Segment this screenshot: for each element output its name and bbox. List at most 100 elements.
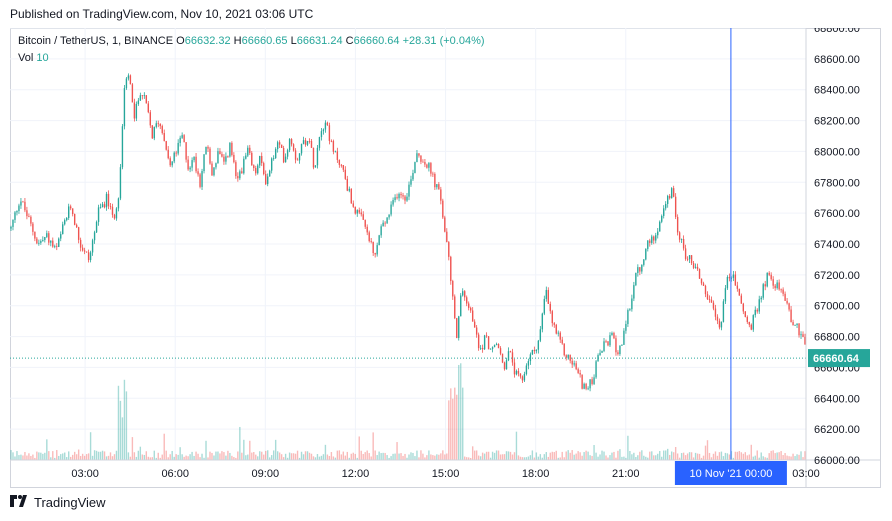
candle-body xyxy=(119,167,122,199)
candle-body xyxy=(159,124,161,127)
candle-body xyxy=(332,141,335,152)
candle-body xyxy=(569,354,571,361)
candle-body xyxy=(798,323,800,336)
time-tick-label: 03:00 xyxy=(71,468,99,480)
volume-bar xyxy=(467,457,470,460)
volume-bar xyxy=(48,451,50,460)
volume-bar xyxy=(750,444,752,460)
candle-body xyxy=(645,248,647,260)
volume-bar xyxy=(513,452,516,460)
candle-body xyxy=(68,206,70,218)
volume-bar xyxy=(52,451,54,460)
volume-bar xyxy=(286,457,289,460)
volume-bar xyxy=(326,454,329,460)
volume-bar xyxy=(143,454,146,460)
candle-body xyxy=(579,372,581,375)
candle-body xyxy=(424,161,426,165)
candle-body xyxy=(388,214,390,218)
volume-bar xyxy=(93,450,96,460)
volume-bar xyxy=(479,456,482,460)
volume-bar xyxy=(567,450,569,460)
volume-bar xyxy=(259,451,261,460)
candle-body xyxy=(537,340,540,350)
footer-brand[interactable]: TradingView xyxy=(10,495,106,510)
volume-bar xyxy=(298,457,301,460)
candle-body xyxy=(659,221,661,232)
volume-bar xyxy=(666,448,669,460)
volume-bar xyxy=(294,453,297,460)
price-tick-label: 67200.00 xyxy=(814,270,860,282)
candle-body xyxy=(245,155,247,159)
time-tick-label: 18:00 xyxy=(522,468,550,480)
volume-bar xyxy=(157,452,159,460)
candle-body xyxy=(633,285,635,299)
candle-body xyxy=(738,288,741,296)
volume-bar xyxy=(535,452,538,460)
candle-body xyxy=(151,125,153,139)
volume-bar xyxy=(605,455,607,460)
candle-body xyxy=(714,308,717,317)
volume-bar xyxy=(505,451,508,460)
volume-bar xyxy=(231,455,233,460)
candle-body xyxy=(762,284,764,298)
candle-body xyxy=(85,251,88,253)
candle-body xyxy=(342,165,345,170)
price-chart[interactable]: 68800.00 68600.00 68400.00 68200.00 68000.00… xyxy=(10,28,881,488)
candle-body xyxy=(728,277,731,279)
candle-body xyxy=(434,173,436,188)
candle-body xyxy=(515,370,518,375)
candle-body xyxy=(370,241,372,242)
candle-body xyxy=(292,144,295,151)
candle-body xyxy=(545,289,548,299)
candle-body xyxy=(718,320,721,328)
candle-body xyxy=(344,169,347,179)
candle-body xyxy=(54,246,56,248)
volume-bar xyxy=(58,455,60,460)
volume-bar xyxy=(450,388,452,460)
candle-body xyxy=(418,153,420,156)
volume-bar xyxy=(54,457,56,460)
time-tick-label: 12:00 xyxy=(342,468,370,480)
candle-body xyxy=(267,176,269,185)
candle-body xyxy=(294,150,297,160)
volume-bar xyxy=(724,452,727,460)
volume-bar xyxy=(141,454,144,460)
candle-body xyxy=(356,210,358,214)
candle-body xyxy=(91,240,94,253)
volume-bar xyxy=(748,454,750,460)
volume-bar xyxy=(776,452,778,460)
volume-bar xyxy=(251,452,253,460)
volume-bar xyxy=(87,453,90,460)
volume-bar xyxy=(766,457,768,460)
open-label: O xyxy=(176,35,185,47)
candle-body xyxy=(398,193,400,199)
candle-body xyxy=(304,140,307,145)
time-tick-label: 03:00 xyxy=(792,468,820,480)
volume-bar xyxy=(356,457,358,460)
candle-body xyxy=(567,354,569,358)
candle-body xyxy=(247,147,249,156)
volume-bar xyxy=(388,457,390,460)
candle-body xyxy=(635,272,637,286)
candle-body xyxy=(326,122,329,126)
candle-body xyxy=(448,242,450,257)
price-tick-label: 66000.00 xyxy=(814,455,860,467)
volume-bar xyxy=(742,453,745,460)
volume-bar xyxy=(127,452,130,460)
volume-bar xyxy=(263,454,265,460)
candle-body xyxy=(446,231,448,243)
candle-body xyxy=(217,151,219,164)
volume-bar xyxy=(714,451,717,460)
volume-bar xyxy=(607,457,609,460)
brand-name: TradingView xyxy=(34,495,106,510)
candle-body xyxy=(583,383,585,389)
volume-bar xyxy=(318,456,321,460)
volume-bar xyxy=(396,442,398,460)
candle-body xyxy=(748,321,750,325)
candle-body xyxy=(760,297,762,300)
candle-body xyxy=(58,238,60,248)
volume-bar xyxy=(694,452,697,460)
candle-body xyxy=(392,200,394,205)
candle-body xyxy=(513,362,516,375)
candle-body xyxy=(539,329,542,341)
